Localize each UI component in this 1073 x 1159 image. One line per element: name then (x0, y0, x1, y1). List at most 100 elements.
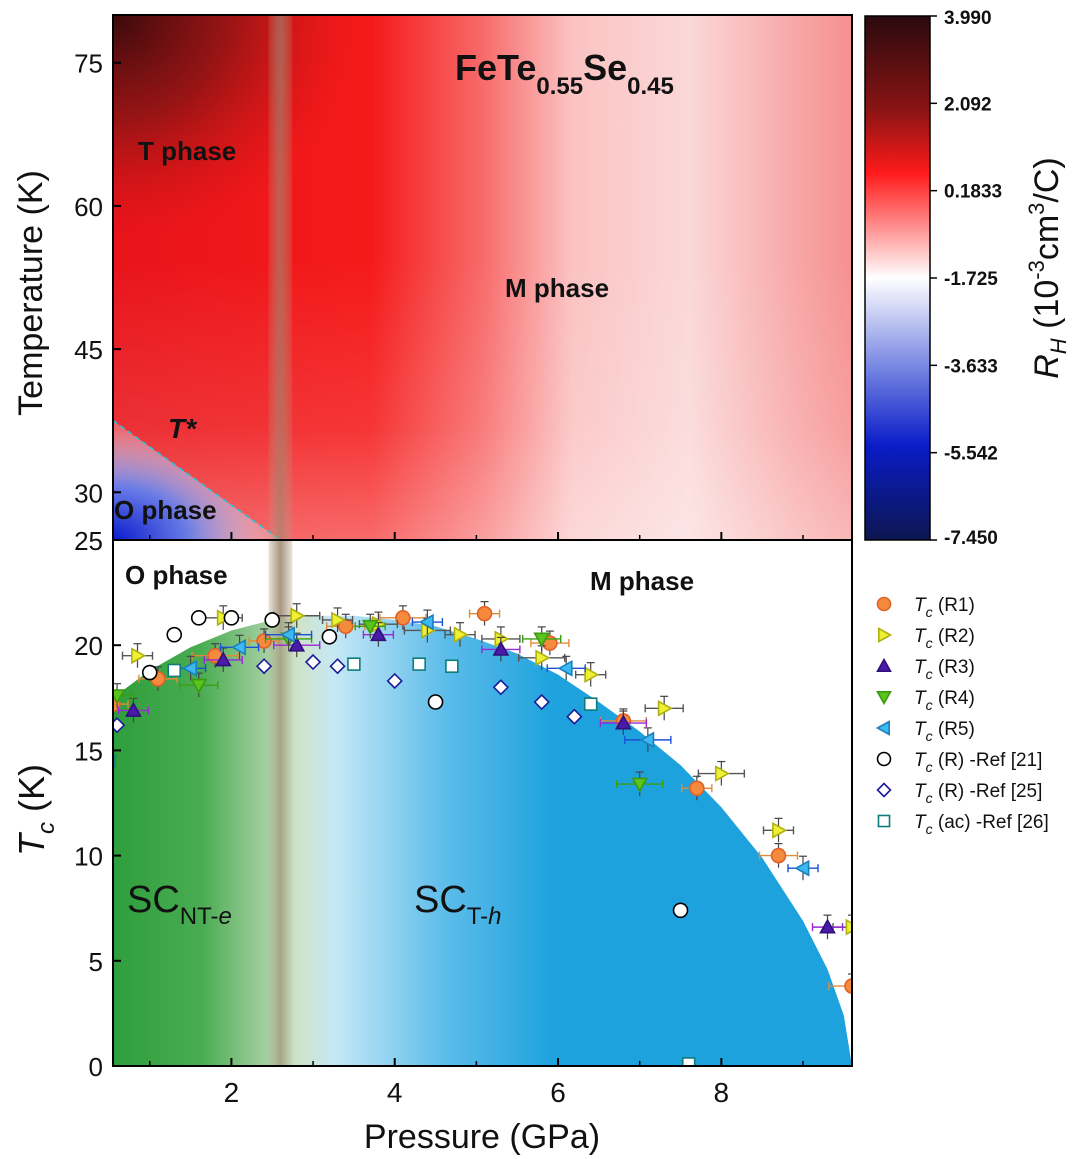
data-point (255, 658, 273, 675)
temp-tick-label: 45 (74, 335, 103, 365)
data-point (689, 780, 705, 797)
cb-label-sup2: 3 (1024, 203, 1049, 215)
data-point (845, 918, 852, 936)
data-point (583, 697, 598, 711)
data-point (279, 626, 295, 644)
colorbar-tick-label: -1.725 (944, 269, 998, 290)
legend-marker (876, 690, 892, 706)
data-point (331, 611, 347, 629)
o-phase-label-top: O phase (114, 495, 217, 525)
colorbar-tick-label: 2.092 (944, 94, 992, 115)
t-star-line (113, 420, 281, 540)
sc-th-sub-a: T- (467, 903, 488, 930)
tc-tick-label: 15 (74, 736, 103, 766)
pressure-tick-label: 8 (714, 1077, 730, 1108)
heatmap-title: FeTe0.55Se0.45 (455, 47, 674, 100)
heatmap-panel (113, 15, 852, 540)
tc-label-main: T (11, 831, 52, 856)
data-point (476, 605, 493, 622)
legend-marker (877, 814, 891, 828)
sc-nte-sub-a: NT- (180, 903, 219, 930)
data-point (672, 902, 689, 919)
data-point (535, 649, 551, 667)
legend-label: Tc (R) -Ref [21] (914, 750, 1042, 775)
colorbar-ticks: 3.990 2.092 0.1833 -1.725 -3.633 -5.542 -7.450 (930, 8, 1002, 549)
tc-panel (113, 540, 852, 1066)
m-phase-label-bottom: M phase (590, 566, 694, 596)
data-markers (113, 601, 852, 1066)
temperature-axis-title: Temperature (K) (12, 170, 50, 416)
tc-label-unit: (K) (11, 764, 52, 822)
data-point (631, 777, 649, 793)
axes: 25 30 45 60 75 0 5 10 15 20 2 4 6 8 (74, 49, 804, 1108)
pressure-tick-label: 4 (387, 1077, 403, 1108)
data-point (141, 664, 158, 681)
pressure-axis-title: Pressure (GPa) (364, 1118, 600, 1156)
tc-tick-label: 10 (74, 842, 103, 872)
m-phase-label-top: M phase (505, 273, 609, 303)
data-point (395, 610, 411, 626)
tc-tick-label: 20 (74, 631, 103, 661)
data-point (230, 638, 246, 656)
tc-axis-title: Tc (K) (11, 764, 60, 856)
cb-label-c: /C) (1028, 157, 1066, 202)
data-point (370, 626, 387, 642)
colorbar-title: RH (10-3cm3/C) (1024, 157, 1071, 379)
data-point (492, 640, 510, 656)
data-point (223, 610, 240, 626)
data-point (361, 619, 379, 635)
colorbar-tick-label: -7.450 (944, 528, 998, 549)
data-point (113, 717, 126, 734)
data-point (412, 657, 426, 671)
tc-tick-label: 5 (89, 947, 103, 977)
data-point (819, 918, 836, 934)
legend-label: Tc (R5) (914, 719, 975, 744)
sc-nte-main: SC (127, 879, 180, 921)
temp-tick-label: 25 (74, 526, 103, 556)
title-sub2: 0.45 (627, 73, 674, 100)
temp-tick-label: 60 (74, 192, 103, 222)
t-star-label: T* (168, 413, 197, 444)
legend-marker (876, 596, 892, 612)
data-point (566, 708, 583, 725)
t-phase-label: T phase (138, 136, 236, 166)
cb-label-sup: -3 (1024, 260, 1049, 280)
colorbar-tick-label: 0.1833 (944, 182, 1002, 203)
sc-nte-sub-b: e (218, 903, 231, 930)
data-point (584, 666, 600, 684)
data-point (770, 847, 787, 864)
data-point (492, 679, 510, 696)
sc-th-sub-b: h (488, 903, 501, 930)
legend-marker (876, 782, 892, 798)
data-point (166, 626, 183, 643)
tc-tick-label: 0 (89, 1052, 103, 1082)
pressure-tick-label: 6 (550, 1077, 566, 1108)
data-point (681, 1057, 696, 1066)
legend-label: Tc (R2) (914, 626, 975, 651)
legend-label: Tc (R3) (914, 657, 975, 682)
data-point (347, 657, 361, 671)
data-point (557, 659, 573, 677)
temp-tick-label: 75 (74, 49, 103, 79)
data-point (304, 653, 322, 671)
data-point (125, 701, 142, 717)
legend: Tc (R1) Tc (R2) Tc (R3) Tc (R4) Tc (R5) Tc (R… (875, 595, 1049, 837)
data-point (639, 731, 655, 749)
data-point (290, 607, 306, 625)
data-point (288, 636, 306, 652)
data-point (844, 978, 852, 994)
sc-t-h-label: SCT-h (414, 879, 501, 930)
data-point (533, 693, 550, 711)
data-point (714, 765, 730, 782)
data-point (214, 651, 232, 667)
data-point (321, 628, 338, 645)
legend-label: Tc (R) -Ref [25] (914, 781, 1042, 806)
cb-label-b: cm (1028, 215, 1066, 260)
data-point (418, 613, 434, 631)
pressure-tick-label: 2 (224, 1077, 240, 1108)
title-main: FeTe (455, 47, 536, 88)
temp-tick-label: 30 (74, 478, 103, 508)
legend-label: Tc (R4) (914, 688, 975, 713)
legend-marker (876, 751, 892, 767)
